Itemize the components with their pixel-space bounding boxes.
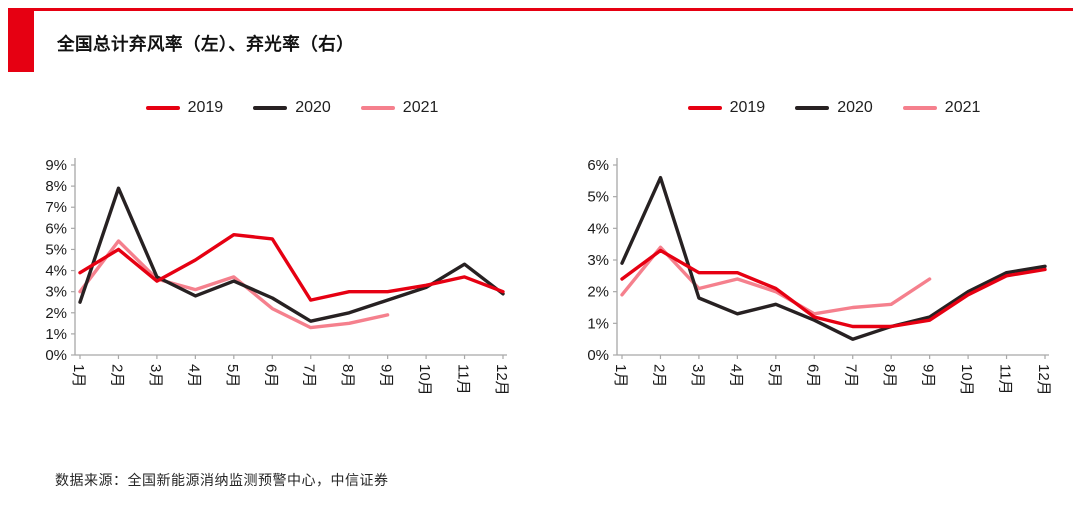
x-tick-label: 6月: [804, 364, 821, 387]
y-tick-label: 1%: [45, 326, 67, 343]
figure-title: 全国总计弃风率（左）、弃光率（右）: [57, 34, 355, 54]
y-tick-label: 8%: [45, 178, 67, 195]
legend-swatch-2020: [795, 106, 830, 110]
y-tick-label: 5%: [45, 241, 67, 258]
y-tick-label: 6%: [587, 157, 609, 174]
x-tick-label: 9月: [378, 364, 395, 387]
legend-label: 2020: [837, 99, 873, 116]
y-tick-label: 3%: [587, 252, 609, 269]
legend-swatch-2019: [687, 106, 722, 110]
y-tick-label: 9%: [45, 157, 67, 174]
y-tick-label: 4%: [45, 263, 67, 280]
legend-item-2021: 2021: [360, 99, 439, 116]
y-tick-label: 4%: [587, 220, 609, 237]
series-line-2019: [620, 248, 1047, 329]
wind-curtailment-chart: 2019 2020 2021 0% 1% 2% 3% 4% 5% 6% 7% 8% 9% 1月 2月 3…: [25, 95, 525, 419]
x-tick-label: 5月: [766, 364, 783, 387]
legend-label: 2021: [944, 99, 981, 116]
y-tick-label: 1%: [587, 315, 609, 332]
x-tick-label: 3月: [147, 364, 164, 387]
x-tick-label: 12月: [493, 364, 510, 396]
x-tick-label: 10月: [958, 364, 975, 396]
solar-chart-legend: 2019 2020 2021: [567, 95, 1067, 121]
axes: 0% 1% 2% 3% 4% 5% 6% 1月 2月 3月 4月 5月 6月 7月 8月 9月 10月 11月 12…: [587, 157, 1052, 396]
x-tick-label: 9月: [920, 364, 937, 387]
x-tick-label: 12月: [1035, 364, 1052, 396]
legend-item-2021: 2021: [902, 99, 981, 116]
series-line-2020: [620, 176, 1047, 341]
x-tick-label: 5月: [224, 364, 241, 387]
y-tick-label: 6%: [45, 220, 67, 237]
legend-label: 2021: [402, 99, 439, 116]
legend-swatch-2019: [145, 106, 180, 110]
series-line-2020: [78, 186, 505, 323]
legend-label: 2019: [187, 99, 224, 116]
y-tick-label: 0%: [45, 347, 67, 364]
x-tick-label: 11月: [455, 364, 472, 395]
x-tick-label: 7月: [843, 364, 860, 387]
y-tick-label: 3%: [45, 284, 67, 301]
y-tick-label: 2%: [587, 284, 609, 301]
y-tick-label: 0%: [587, 347, 609, 364]
legend-label: 2020: [295, 99, 331, 116]
legend-swatch-2021: [902, 106, 937, 110]
legend-item-2020: 2020: [253, 100, 331, 116]
accent-red-block: [8, 8, 34, 72]
x-tick-label: 1月: [612, 364, 629, 387]
x-tick-label: 3月: [689, 364, 706, 387]
data-source-note: 数据来源：全国新能源消纳监测预警中心，中信证券: [55, 474, 389, 489]
x-tick-label: 2月: [108, 364, 125, 387]
legend-label: 2019: [729, 99, 766, 116]
legend-swatch-2021: [360, 106, 395, 110]
x-tick-label: 7月: [301, 364, 318, 387]
legend-swatch-2020: [253, 106, 288, 110]
x-tick-label: 8月: [881, 364, 898, 387]
accent-top-rule: [8, 8, 1073, 11]
x-tick-label: 6月: [262, 364, 279, 387]
x-tick-label: 4月: [727, 364, 744, 387]
legend-item-2019: 2019: [145, 99, 224, 116]
series-line-2021: [78, 239, 390, 330]
x-tick-label: 1月: [70, 364, 87, 387]
y-tick-label: 5%: [587, 189, 609, 206]
x-tick-label: 2月: [650, 364, 667, 387]
x-tick-label: 11月: [997, 364, 1014, 395]
legend-item-2019: 2019: [687, 99, 766, 116]
x-tick-label: 4月: [185, 364, 202, 387]
legend-item-2020: 2020: [795, 100, 873, 116]
axes: 0% 1% 2% 3% 4% 5% 6% 7% 8% 9% 1月 2月 3月 4月 5月 6月 7月 8月 9月 10…: [45, 157, 510, 396]
wind-chart-legend: 2019 2020 2021: [25, 95, 525, 121]
solar-curtailment-plot: 0% 1% 2% 3% 4% 5% 6% 1月 2月 3月 4月 5月 6月 7月 8月 9月 10月 11月 12…: [587, 157, 1052, 396]
x-tick-label: 8月: [339, 364, 356, 387]
y-tick-label: 2%: [45, 305, 67, 322]
solar-curtailment-chart: 2019 2020 2021 0% 1% 2% 3% 4% 5% 6% 1月 2月 3月 4月 5月 6…: [567, 95, 1067, 419]
series-line-2021: [620, 245, 932, 316]
wind-curtailment-plot: 0% 1% 2% 3% 4% 5% 6% 7% 8% 9% 1月 2月 3月 4月 5月 6月 7月 8月 9月 10…: [45, 157, 510, 396]
y-tick-label: 7%: [45, 199, 67, 216]
x-tick-label: 10月: [416, 364, 433, 396]
series-line-2019: [78, 232, 505, 302]
